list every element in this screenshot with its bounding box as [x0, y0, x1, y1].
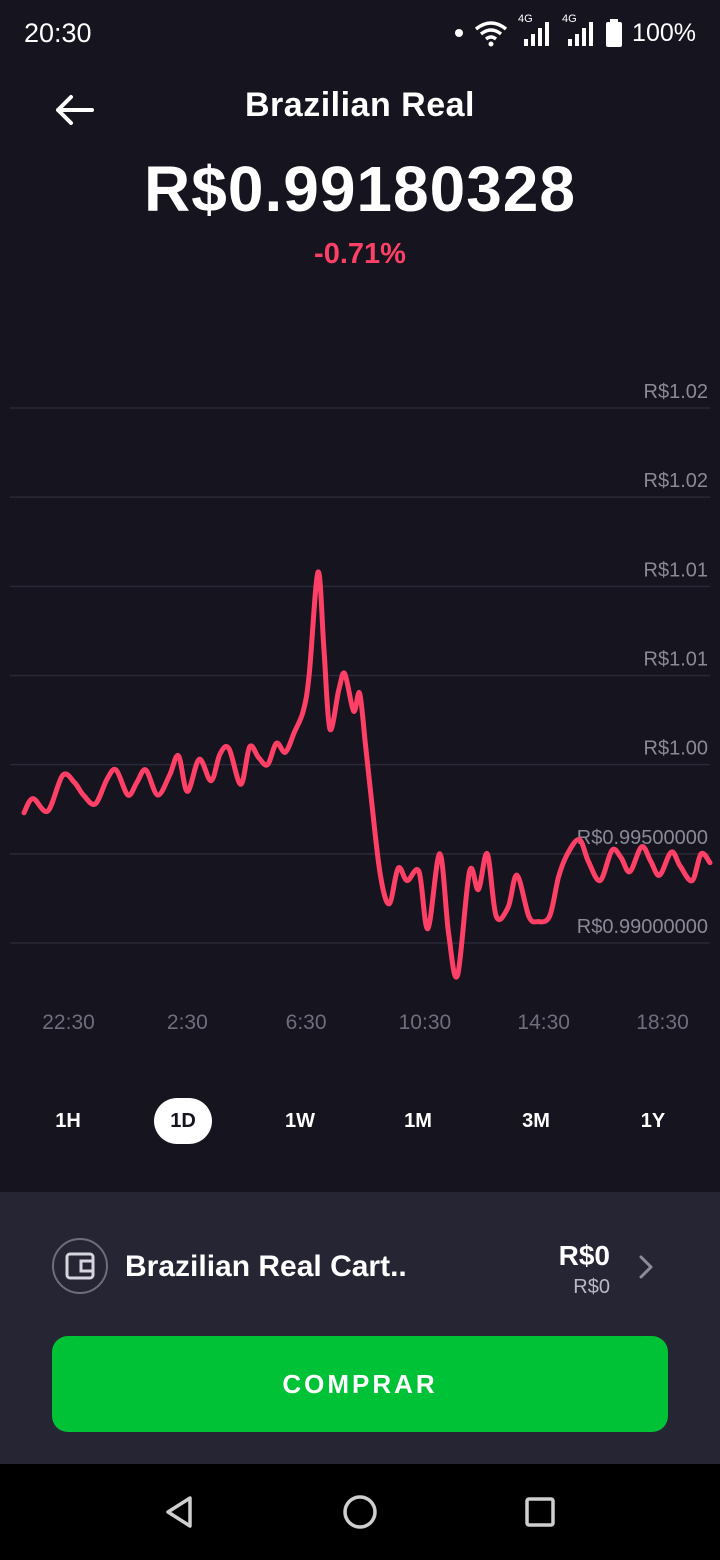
signal-1: 4G [518, 13, 552, 47]
signal-icon [524, 22, 550, 46]
x-tick-label: 14:30 [517, 1011, 570, 1034]
y-tick-label: R$1.01 [644, 649, 709, 671]
network-type-2: 4G [562, 13, 577, 25]
wallet-name: Brazilian Real Cart.. [125, 1250, 407, 1283]
nav-back-icon[interactable] [156, 1488, 204, 1536]
range-1d[interactable]: 1D [154, 1098, 212, 1144]
wallet-balance-fiat: R$0 [573, 1276, 610, 1298]
bottom-panel: Brazilian Real Cart.. R$0 R$0 COMPRAR [0, 1192, 720, 1464]
battery-level: 100% [632, 18, 696, 47]
range-1m[interactable]: 1M [404, 1109, 432, 1132]
x-tick-label: 6:30 [286, 1011, 327, 1034]
current-price: R$0.99180328 [144, 153, 576, 225]
y-tick-label: R$1.02 [644, 470, 709, 492]
wallet-icon [52, 1238, 108, 1294]
battery-icon [606, 19, 623, 47]
network-type-1: 4G [518, 13, 533, 25]
nav-home-icon[interactable] [336, 1488, 384, 1536]
y-tick-label: R$0.99000000 [577, 916, 708, 938]
chart-lines [21, 569, 713, 980]
nav-recents-icon[interactable] [516, 1488, 564, 1536]
signal-2: 4G [562, 13, 596, 47]
y-tick-label: R$1.00 [644, 738, 709, 760]
y-axis-labels: R$1.02 R$1.02 R$1.01 R$1.01 R$1.00 R$0.995000… [577, 381, 708, 938]
x-tick-label: 18:30 [636, 1011, 689, 1034]
back-button[interactable] [48, 84, 100, 136]
wallet-balance: R$0 [558, 1240, 610, 1271]
status-time: 20:30 [24, 17, 92, 48]
page-title: Brazilian Real [245, 86, 475, 124]
price-line [21, 569, 713, 980]
navigation-bar [0, 1464, 720, 1560]
chevron-right-icon [638, 1254, 654, 1285]
range-1w[interactable]: 1W [285, 1109, 315, 1132]
x-tick-label: 2:30 [167, 1011, 208, 1034]
wifi-icon [474, 21, 508, 47]
range-1y[interactable]: 1Y [640, 1109, 666, 1132]
buy-button[interactable]: COMPRAR [52, 1336, 668, 1432]
y-tick-label: R$1.01 [644, 559, 709, 581]
chart-grid [10, 407, 710, 944]
x-tick-label: 10:30 [399, 1011, 452, 1034]
x-axis-labels: 22:30 2:30 6:30 10:30 14:30 18:30 [42, 1011, 689, 1034]
signal-icon [568, 22, 594, 46]
status-bar: 20:30 4G 4G [0, 0, 720, 66]
status-icons: 4G 4G 100% [454, 13, 696, 48]
price-change: -0.71% [314, 238, 406, 270]
range-1h[interactable]: 1H [55, 1109, 81, 1132]
range-selector: 1H 1D 1W 1M 3M 1Y [0, 1098, 720, 1144]
price-chart[interactable]: R$1.02 R$1.02 R$1.01 R$1.01 R$1.00 R$0.995000… [0, 370, 720, 1050]
notification-dot-icon [455, 29, 464, 37]
x-tick-label: 22:30 [42, 1011, 95, 1034]
range-3m[interactable]: 3M [522, 1109, 550, 1132]
arrow-left-icon [56, 95, 94, 125]
header: Brazilian Real [0, 76, 720, 142]
y-tick-label: R$0.99500000 [577, 827, 708, 849]
y-tick-label: R$1.02 [644, 381, 709, 403]
wallet-row[interactable]: Brazilian Real Cart.. R$0 R$0 [52, 1238, 668, 1298]
